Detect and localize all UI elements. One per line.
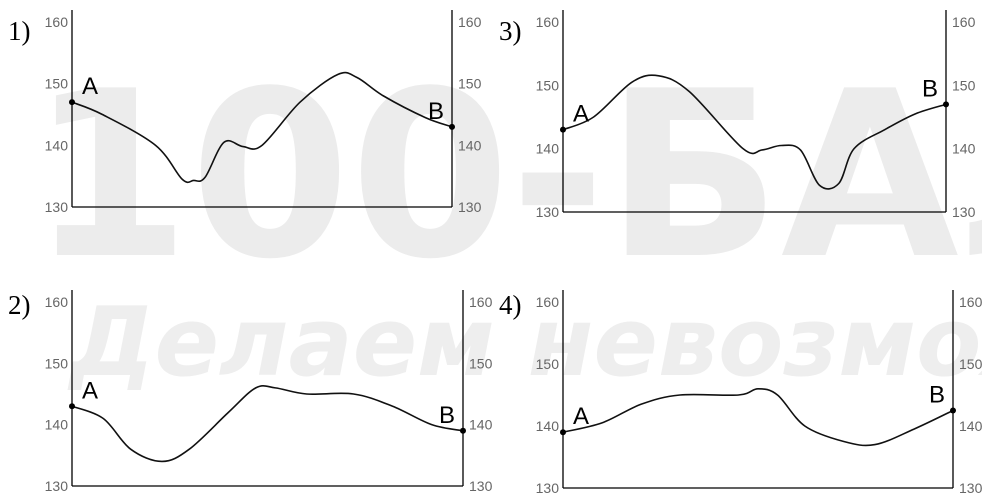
chart-panel-3: 3) 160 160 150 150 140 140 130 130 A B <box>491 0 982 246</box>
point-b-label: B <box>929 382 945 409</box>
point-a-label: A <box>573 101 589 128</box>
y-tick-label-right: 140 <box>458 137 482 153</box>
y-tick-label-left: 140 <box>45 417 69 433</box>
y-tick-label-right: 160 <box>959 294 982 310</box>
y-tick-label-left: 160 <box>45 14 69 30</box>
chart-number: 1) <box>8 16 31 46</box>
y-tick-label-left: 150 <box>45 355 69 371</box>
y-tick-label-left: 130 <box>45 478 69 493</box>
chart-svg: 160 160 150 150 140 140 130 130 A B <box>536 10 976 220</box>
point-a-label: A <box>82 377 98 404</box>
chart-number: 3) <box>499 16 522 46</box>
y-tick-label-left: 160 <box>536 294 560 310</box>
point-b-marker <box>943 101 949 108</box>
y-tick-label-left: 150 <box>45 76 69 92</box>
chart-svg: 160 160 150 150 140 140 130 130 A B <box>45 10 482 215</box>
y-tick-label-right: 150 <box>469 355 493 371</box>
y-tick-label-right: 150 <box>458 76 482 92</box>
y-tick-label-right: 130 <box>458 199 482 215</box>
chart-panel-2: 2) 160 160 150 150 140 140 130 130 A B <box>0 246 493 493</box>
chart-panel-4: 4) 160 160 150 150 140 140 130 130 A B <box>491 246 982 493</box>
y-tick-label-right: 140 <box>952 141 976 157</box>
y-tick-label-left: 140 <box>536 418 560 434</box>
y-tick-label-right: 140 <box>959 418 982 434</box>
chart-svg: 160 160 150 150 140 140 130 130 A B <box>536 290 982 493</box>
y-tick-label-left: 140 <box>536 141 560 157</box>
chart-number: 4) <box>499 290 522 320</box>
point-a-marker <box>560 126 566 133</box>
point-b-label: B <box>439 402 455 429</box>
point-a-marker <box>69 99 75 106</box>
profile-line <box>71 71 453 184</box>
y-tick-label-right: 130 <box>952 204 976 220</box>
y-tick-label-left: 130 <box>45 199 69 215</box>
y-tick-label-right: 160 <box>469 294 493 310</box>
y-tick-label-left: 140 <box>45 137 69 153</box>
point-b-marker <box>449 123 455 130</box>
profile-line <box>562 387 954 447</box>
y-tick-label-left: 160 <box>536 14 560 30</box>
y-tick-label-right: 140 <box>469 417 493 433</box>
y-tick-label-right: 160 <box>458 14 482 30</box>
y-tick-label-left: 130 <box>536 204 560 220</box>
y-tick-label-left: 150 <box>536 356 560 372</box>
y-tick-label-left: 150 <box>536 77 560 93</box>
profile-line <box>71 385 464 463</box>
point-a-label: A <box>573 403 589 430</box>
y-tick-label-right: 130 <box>959 480 982 493</box>
watermark-logo-text: 100-БАЛЛ <box>30 43 982 310</box>
y-tick-label-right: 150 <box>952 77 976 93</box>
point-a-marker <box>560 429 566 436</box>
chart-panel-1: 1) 160 160 150 150 140 140 130 130 A B <box>0 0 491 246</box>
point-a-label: A <box>82 73 98 100</box>
y-tick-label-right: 150 <box>959 356 982 372</box>
point-b-marker <box>950 407 956 414</box>
chart-svg: 160 160 150 150 140 140 130 130 A B <box>45 290 493 493</box>
point-b-marker <box>460 427 466 434</box>
watermark-slogan: Делаем невозможное <box>67 288 982 398</box>
chart-number: 2) <box>8 290 31 320</box>
point-a-marker <box>69 403 75 410</box>
y-tick-label-right: 160 <box>952 14 976 30</box>
point-b-label: B <box>922 75 938 102</box>
point-b-label: B <box>428 98 444 125</box>
y-tick-label-right: 130 <box>469 478 493 493</box>
profile-line <box>562 74 947 190</box>
y-tick-label-left: 130 <box>536 480 560 493</box>
y-tick-label-left: 160 <box>45 294 69 310</box>
